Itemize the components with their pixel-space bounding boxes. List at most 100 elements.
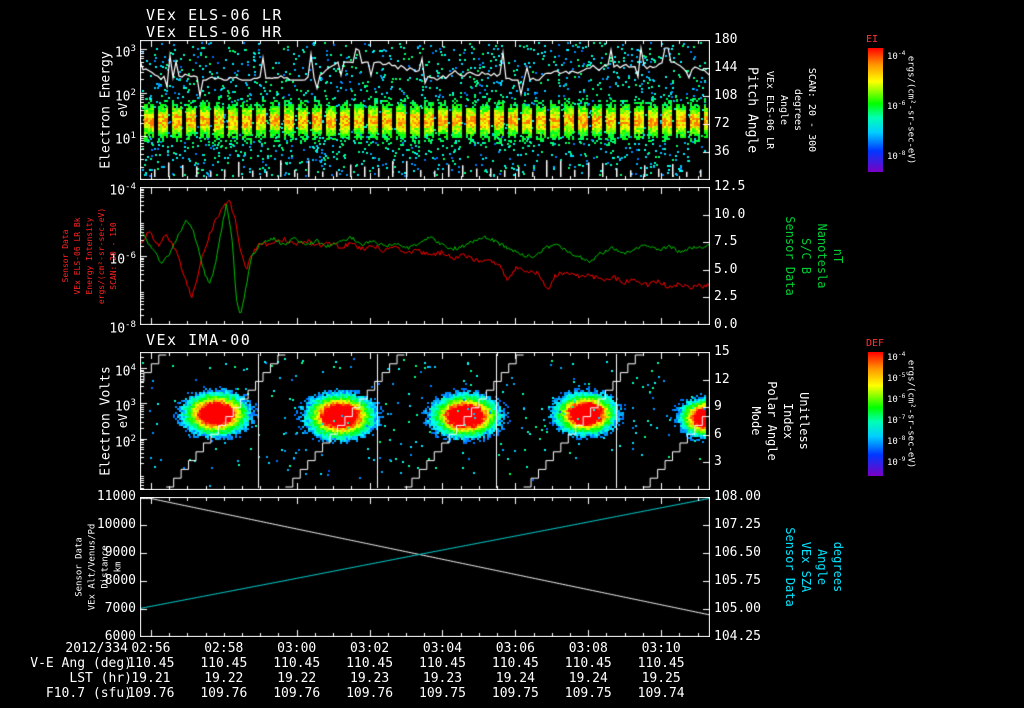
panel-4-right-tick-3: 105.75	[714, 573, 761, 588]
panel-3-right-title-line-1: Polar Angle	[765, 381, 779, 461]
panel-3-left-tick-2: 102	[114, 433, 136, 451]
panel-1-right-title-line-3: degrees	[792, 88, 803, 132]
panel-1-left-tick-0: 103	[114, 43, 136, 61]
panel-3-left-title-line-1: eV	[116, 413, 130, 429]
panel-3-canvas	[140, 352, 710, 490]
panel-2-left-title-line-0: Sensor Data	[61, 229, 70, 283]
panel-2-right-title-line-0: Sensor Data	[783, 216, 797, 296]
time-tick-label-2: 03:00	[277, 641, 317, 656]
panel-2-left-title-line-1: VEx ELS-06 LR Bk	[73, 217, 82, 295]
footer-row-2-value-7: 109.74	[637, 686, 685, 701]
date-label: 2012/334	[65, 641, 128, 656]
panel-1-left-title-line-1: eV	[116, 102, 130, 118]
panel-2-left-tick-2: 10-8	[109, 320, 136, 337]
footer-row-0-value-6: 110.45	[564, 656, 612, 671]
panel-3-left-tick-1: 103	[114, 398, 136, 415]
panel-2-right-title-line-3: nT	[831, 248, 845, 264]
panel3-title-ima: VEx IMA-00	[146, 331, 252, 349]
footer-row-0-value-5: 110.45	[491, 656, 539, 671]
panel-2-left-title-line-2: Energy Intensity	[85, 217, 94, 295]
time-tick-label-3: 03:02	[350, 641, 390, 656]
panel-4-right-tick-1: 107.25	[714, 517, 761, 532]
panel-4-right-tick-0: 108.00	[714, 489, 761, 504]
panel-1-right-tick-3: 72	[714, 116, 730, 131]
panel-2-right-tick-2: 7.5	[714, 234, 738, 250]
panel-1-right-title-line-0: Pitch Angle	[744, 66, 760, 154]
colorbar-2-gradient	[868, 352, 883, 476]
time-tick-label-0: 02:56	[131, 641, 171, 656]
time-tick-label-6: 03:08	[568, 641, 608, 656]
panel-2-right-tick-5: 0.0	[714, 317, 738, 332]
footer-row-2-value-2: 109.76	[273, 686, 321, 701]
panel-4-left-tick-1: 10000	[96, 517, 136, 532]
panel-4-right-title-line-1: VEx SZA	[799, 541, 813, 593]
panel-3-right-title-line-0: Mode	[749, 406, 763, 436]
panel-3-right-tick-1: 12	[714, 371, 730, 387]
panel-1-left-title-line-0: Electron Energy	[98, 51, 114, 169]
panel-3-right-tick-0: 15	[714, 344, 730, 359]
panel-3-right-title-line-2: Index	[781, 402, 795, 440]
panel-2-left-tick-1: 10-6	[109, 251, 136, 268]
footer-row-1-value-2: 19.22	[277, 671, 317, 686]
panel-1-right-title-line-1: VEx ELS-06 LR	[764, 70, 775, 150]
colorbar-2-tick-1: 10-5	[887, 371, 906, 384]
panel-4-canvas	[140, 497, 710, 637]
panel-4-right-tick-5: 104.25	[714, 629, 761, 644]
colorbar-1-title: EI	[866, 34, 879, 45]
footer-row-label-2: F10.7 (sfu)	[45, 686, 132, 701]
panel-4-right-title-line-2: Angle	[815, 548, 829, 586]
colorbar-2-tick-2: 10-6	[887, 392, 906, 405]
panel-4-left-tick-2: 9000	[104, 545, 136, 560]
footer-row-1-value-6: 19.24	[568, 671, 608, 686]
panel-3-left-tick-0: 104	[114, 362, 136, 380]
footer-row-1-value-0: 19.21	[131, 671, 171, 686]
colorbar-1-tick-2: 10-8	[887, 149, 906, 162]
panel-2-left-title-line-4: SCAN: 20 - 150	[109, 222, 118, 290]
footer-row-1-value-3: 19.23	[350, 671, 390, 686]
footer-row-1-value-5: 19.24	[495, 671, 535, 686]
panel-2-right-tick-0: 12.5	[714, 179, 746, 194]
footer-row-1-value-7: 19.25	[641, 671, 681, 686]
panel-1-right-title-line-4: SCAN: 20 - 300	[806, 67, 817, 153]
panel-1-right-tick-4: 36	[714, 144, 730, 159]
colorbar-1-unit: ergs/(cm²-sr-sec-eV)	[905, 55, 916, 165]
panel-4-left-title-line-2: Distance	[100, 545, 111, 589]
footer-row-0-value-2: 110.45	[273, 656, 321, 671]
panel-1-left-tick-2: 101	[114, 131, 136, 148]
panel-3-right-title-line-3: Unitless	[797, 392, 811, 450]
colorbar-2-tick-4: 10-8	[887, 435, 906, 448]
footer-row-2-value-4: 109.75	[419, 686, 466, 701]
footer-row-label-0: V-E Ang (deg)	[30, 656, 132, 671]
panel-2-right-title-line-2: Nanotesla	[815, 223, 829, 289]
panel-4-right-tick-4: 105.00	[714, 601, 761, 616]
time-tick-label-1: 02:58	[204, 641, 244, 656]
footer-row-1-value-1: 19.22	[204, 671, 244, 686]
panel-1-left-tick-1: 102	[114, 87, 136, 104]
panel1-title-els-lr: VEx ELS-06 LR	[146, 6, 283, 24]
time-tick-label-4: 03:04	[422, 641, 463, 656]
panel-4-left-title-line-0: Sensor Data	[74, 537, 85, 597]
panel-4-left-title-line-1: VEx Alt/Venus/Pd	[87, 523, 98, 611]
panel-4-left-tick-3: 8000	[104, 573, 136, 588]
footer-row-2-value-1: 109.76	[200, 686, 248, 701]
panel-1-right-title-line-2: Angle	[778, 94, 789, 126]
footer-row-2-value-3: 109.76	[346, 686, 394, 701]
panel-1-right-tick-2: 108	[714, 88, 738, 103]
panel-1-right-tick-0: 180	[714, 32, 738, 47]
panel-3-left-title-line-0: Electron Volts	[98, 366, 114, 476]
panel1-title-els-hr: VEx ELS-06 HR	[146, 23, 283, 41]
footer-row-2-value-0: 109.76	[127, 686, 175, 701]
colorbar-2-tick-0: 10-4	[887, 350, 906, 363]
panel-4-left-tick-5: 6000	[104, 629, 136, 644]
panel-3-right-tick-3: 6	[714, 426, 722, 442]
colorbar-2-unit: ergs/(cm²-sr-sec-eV)	[905, 359, 916, 469]
footer-row-1-value-4: 19.23	[422, 671, 463, 686]
colorbar-2-tick-3: 10-7	[887, 413, 906, 426]
colorbar-1-tick-0: 10-4	[887, 50, 906, 63]
panel-3-right-tick-4: 3	[714, 454, 722, 470]
panel-2-right-title-line-1: S/C B	[799, 237, 813, 275]
panel-4-left-tick-0: 11000	[96, 489, 136, 504]
panel-2-right-tick-1: 10.0	[714, 206, 746, 222]
panel-2-left-tick-0: 10-4	[109, 182, 136, 199]
